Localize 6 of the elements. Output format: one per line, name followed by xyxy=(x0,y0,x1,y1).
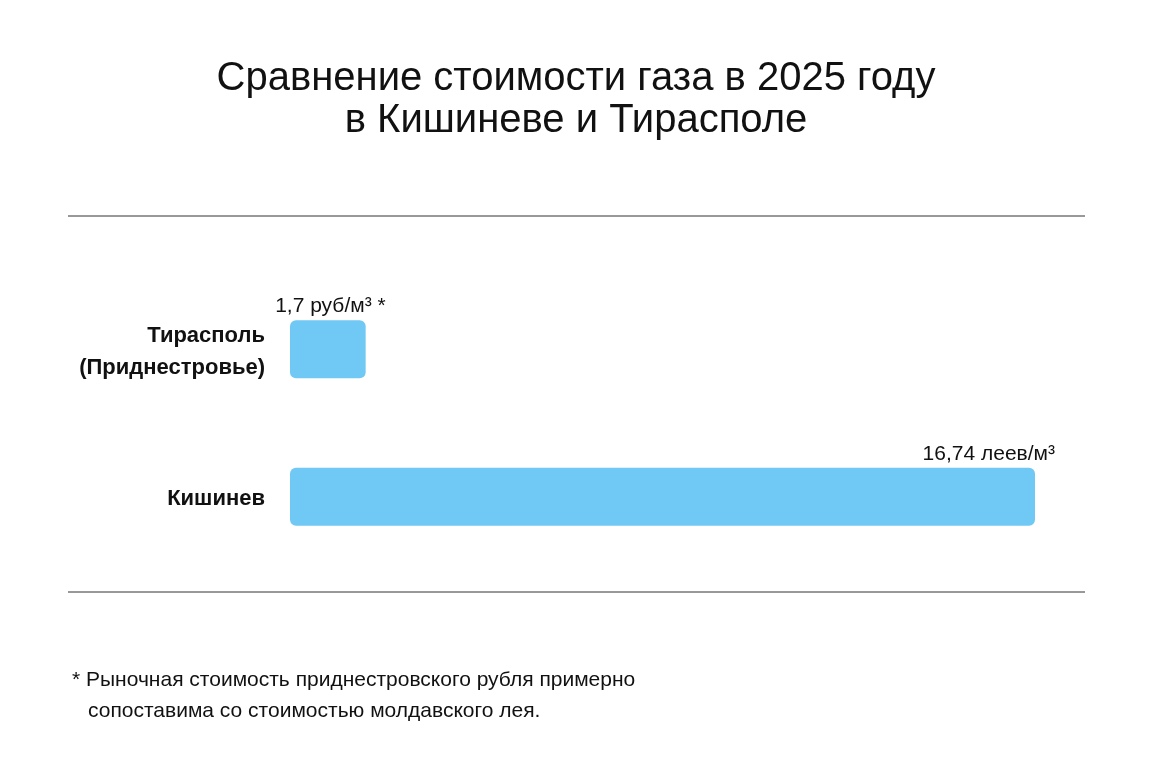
data-label: 1,7 руб/м³ * xyxy=(275,293,386,317)
chart-title: Сравнение стоимости газа в 2025 году в Кишиневе и Тирасполе xyxy=(216,54,936,140)
y-tick-label: Кишинев xyxy=(167,484,265,510)
data-label: 16,74 леев/м³ xyxy=(922,440,1055,464)
y-tick-label: Тирасполь (Приднестровье) xyxy=(79,322,265,380)
text: * Рыночная стоимость приднестровского рубля примерно сопоставима со стоимостью молдавского лея. xyxy=(72,667,636,721)
